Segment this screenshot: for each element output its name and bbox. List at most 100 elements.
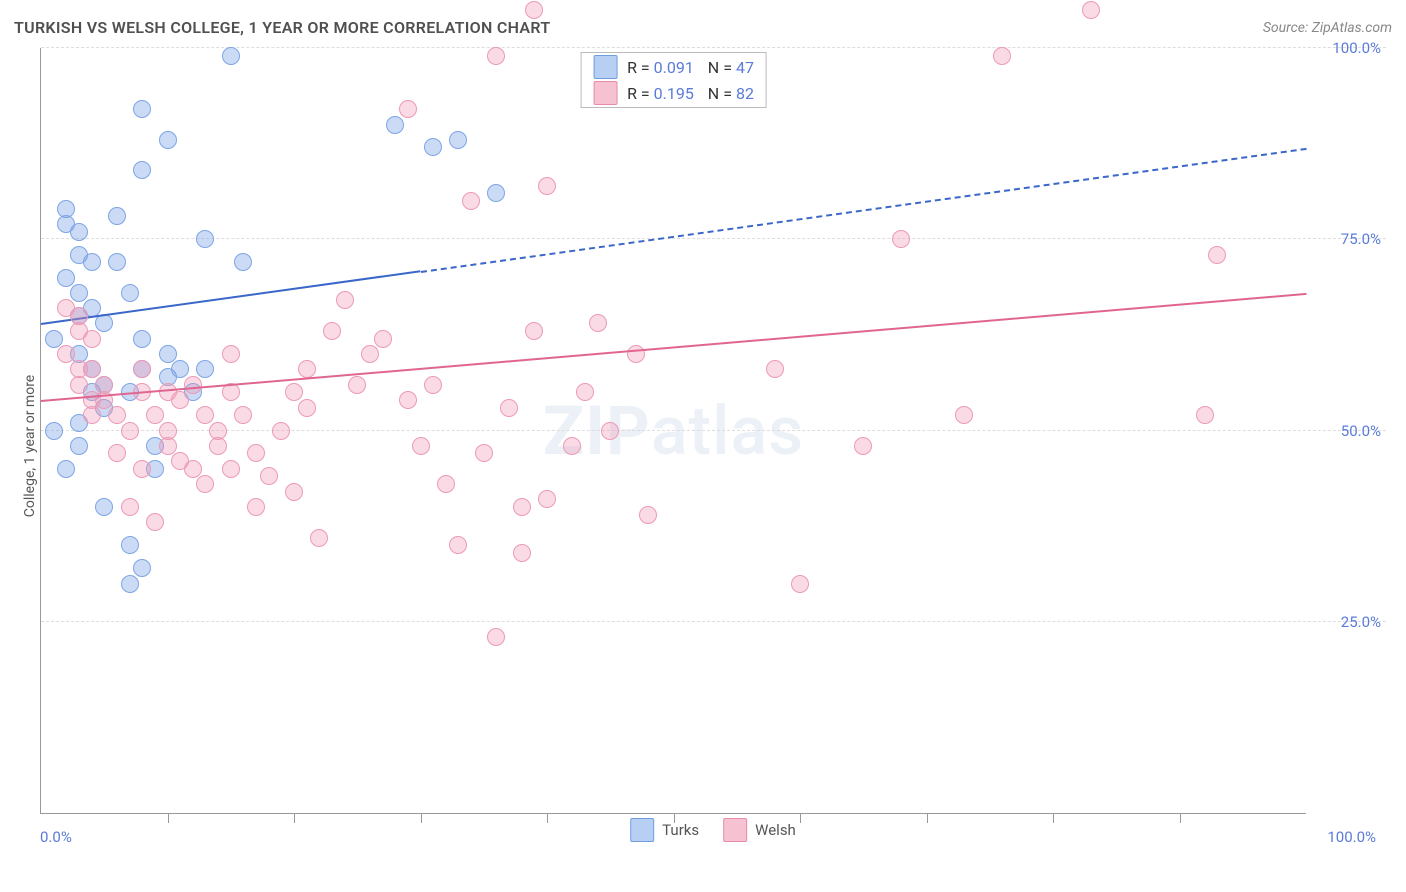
scatter-point — [513, 498, 531, 516]
scatter-point — [310, 529, 328, 547]
legend-label-welsh: Welsh — [755, 821, 796, 839]
stat-r-label: R = 0.091 — [627, 58, 694, 77]
y-tick-label: 25.0% — [1311, 613, 1381, 631]
scatter-point — [639, 506, 657, 524]
x-tick — [168, 813, 169, 823]
scatter-point — [399, 100, 417, 118]
stats-row-turks: R = 0.091 N = 47 — [593, 55, 754, 79]
scatter-point — [133, 559, 151, 577]
scatter-point — [45, 422, 63, 440]
scatter-point — [196, 230, 214, 248]
scatter-point — [892, 230, 910, 248]
scatter-point — [1082, 1, 1100, 19]
scatter-point — [133, 161, 151, 179]
scatter-point — [500, 399, 518, 417]
scatter-point — [513, 544, 531, 562]
x-tick — [927, 813, 928, 823]
scatter-point — [159, 437, 177, 455]
scatter-point — [70, 223, 88, 241]
scatter-point — [627, 345, 645, 363]
scatter-point — [222, 460, 240, 478]
stat-n-value-turks: 47 — [736, 58, 754, 77]
scatter-point — [159, 345, 177, 363]
y-tick-label: 50.0% — [1311, 422, 1381, 440]
legend-swatch-welsh — [723, 818, 747, 842]
scatter-point — [184, 376, 202, 394]
plot-wrap: College, 1 year or more ZIPatlas R = 0.0… — [40, 48, 1386, 844]
scatter-point — [70, 376, 88, 394]
scatter-point — [538, 177, 556, 195]
scatter-point — [563, 437, 581, 455]
scatter-point — [298, 399, 316, 417]
stat-r-value-turks: 0.091 — [654, 58, 694, 77]
scatter-point — [146, 513, 164, 531]
legend-item-welsh: Welsh — [723, 818, 796, 842]
scatter-point — [449, 536, 467, 554]
scatter-point — [171, 360, 189, 378]
scatter-point — [449, 131, 467, 149]
y-tick-label: 100.0% — [1311, 39, 1381, 57]
stat-r-label: R = 0.195 — [627, 84, 694, 103]
legend: Turks Welsh — [630, 818, 796, 842]
scatter-point — [196, 475, 214, 493]
scatter-point — [475, 444, 493, 462]
scatter-point — [121, 284, 139, 302]
x-tick — [294, 813, 295, 823]
scatter-point — [108, 444, 126, 462]
scatter-point — [57, 460, 75, 478]
x-tick — [421, 813, 422, 823]
scatter-point — [487, 47, 505, 65]
scatter-point — [247, 498, 265, 516]
scatter-point — [108, 253, 126, 271]
watermark: ZIPatlas — [543, 391, 804, 471]
scatter-point — [222, 47, 240, 65]
scatter-point — [298, 360, 316, 378]
scatter-point — [121, 575, 139, 593]
stat-n-label: N = 47 — [704, 58, 754, 77]
scatter-point — [121, 536, 139, 554]
x-tick — [1180, 813, 1181, 823]
scatter-point — [386, 116, 404, 134]
scatter-point — [1208, 246, 1226, 264]
scatter-point — [247, 444, 265, 462]
gridline — [41, 238, 1386, 239]
scatter-point — [437, 475, 455, 493]
scatter-point — [70, 437, 88, 455]
scatter-point — [108, 207, 126, 225]
scatter-point — [525, 1, 543, 19]
scatter-point — [993, 47, 1011, 65]
scatter-point — [854, 437, 872, 455]
scatter-point — [285, 383, 303, 401]
scatter-point — [525, 322, 543, 340]
scatter-point — [234, 406, 252, 424]
scatter-point — [234, 253, 252, 271]
scatter-point — [95, 498, 113, 516]
trend-line — [420, 147, 1306, 272]
stat-r-value-welsh: 0.195 — [654, 84, 694, 103]
gridline — [41, 47, 1386, 48]
scatter-point — [487, 184, 505, 202]
plot-area: ZIPatlas R = 0.091 N = 47 R = 0.195 N = … — [40, 48, 1306, 814]
swatch-welsh — [593, 81, 617, 105]
x-tick-label-min: 0.0% — [40, 828, 72, 846]
watermark-rest: atlas — [651, 391, 804, 471]
scatter-point — [121, 498, 139, 516]
scatter-point — [57, 269, 75, 287]
scatter-point — [791, 575, 809, 593]
scatter-point — [576, 383, 594, 401]
y-tick-label: 75.0% — [1311, 230, 1381, 248]
scatter-point — [133, 360, 151, 378]
scatter-point — [399, 391, 417, 409]
x-tick-label-max: 100.0% — [1327, 828, 1376, 846]
scatter-point — [487, 628, 505, 646]
legend-label-turks: Turks — [662, 821, 699, 839]
source-label: Source: ZipAtlas.com — [1263, 20, 1392, 36]
chart-title: TURKISH VS WELSH COLLEGE, 1 YEAR OR MORE… — [14, 18, 551, 37]
scatter-point — [159, 131, 177, 149]
legend-item-turks: Turks — [630, 818, 699, 842]
scatter-point — [374, 330, 392, 348]
scatter-point — [83, 253, 101, 271]
x-tick — [800, 813, 801, 823]
scatter-point — [121, 422, 139, 440]
scatter-point — [538, 490, 556, 508]
